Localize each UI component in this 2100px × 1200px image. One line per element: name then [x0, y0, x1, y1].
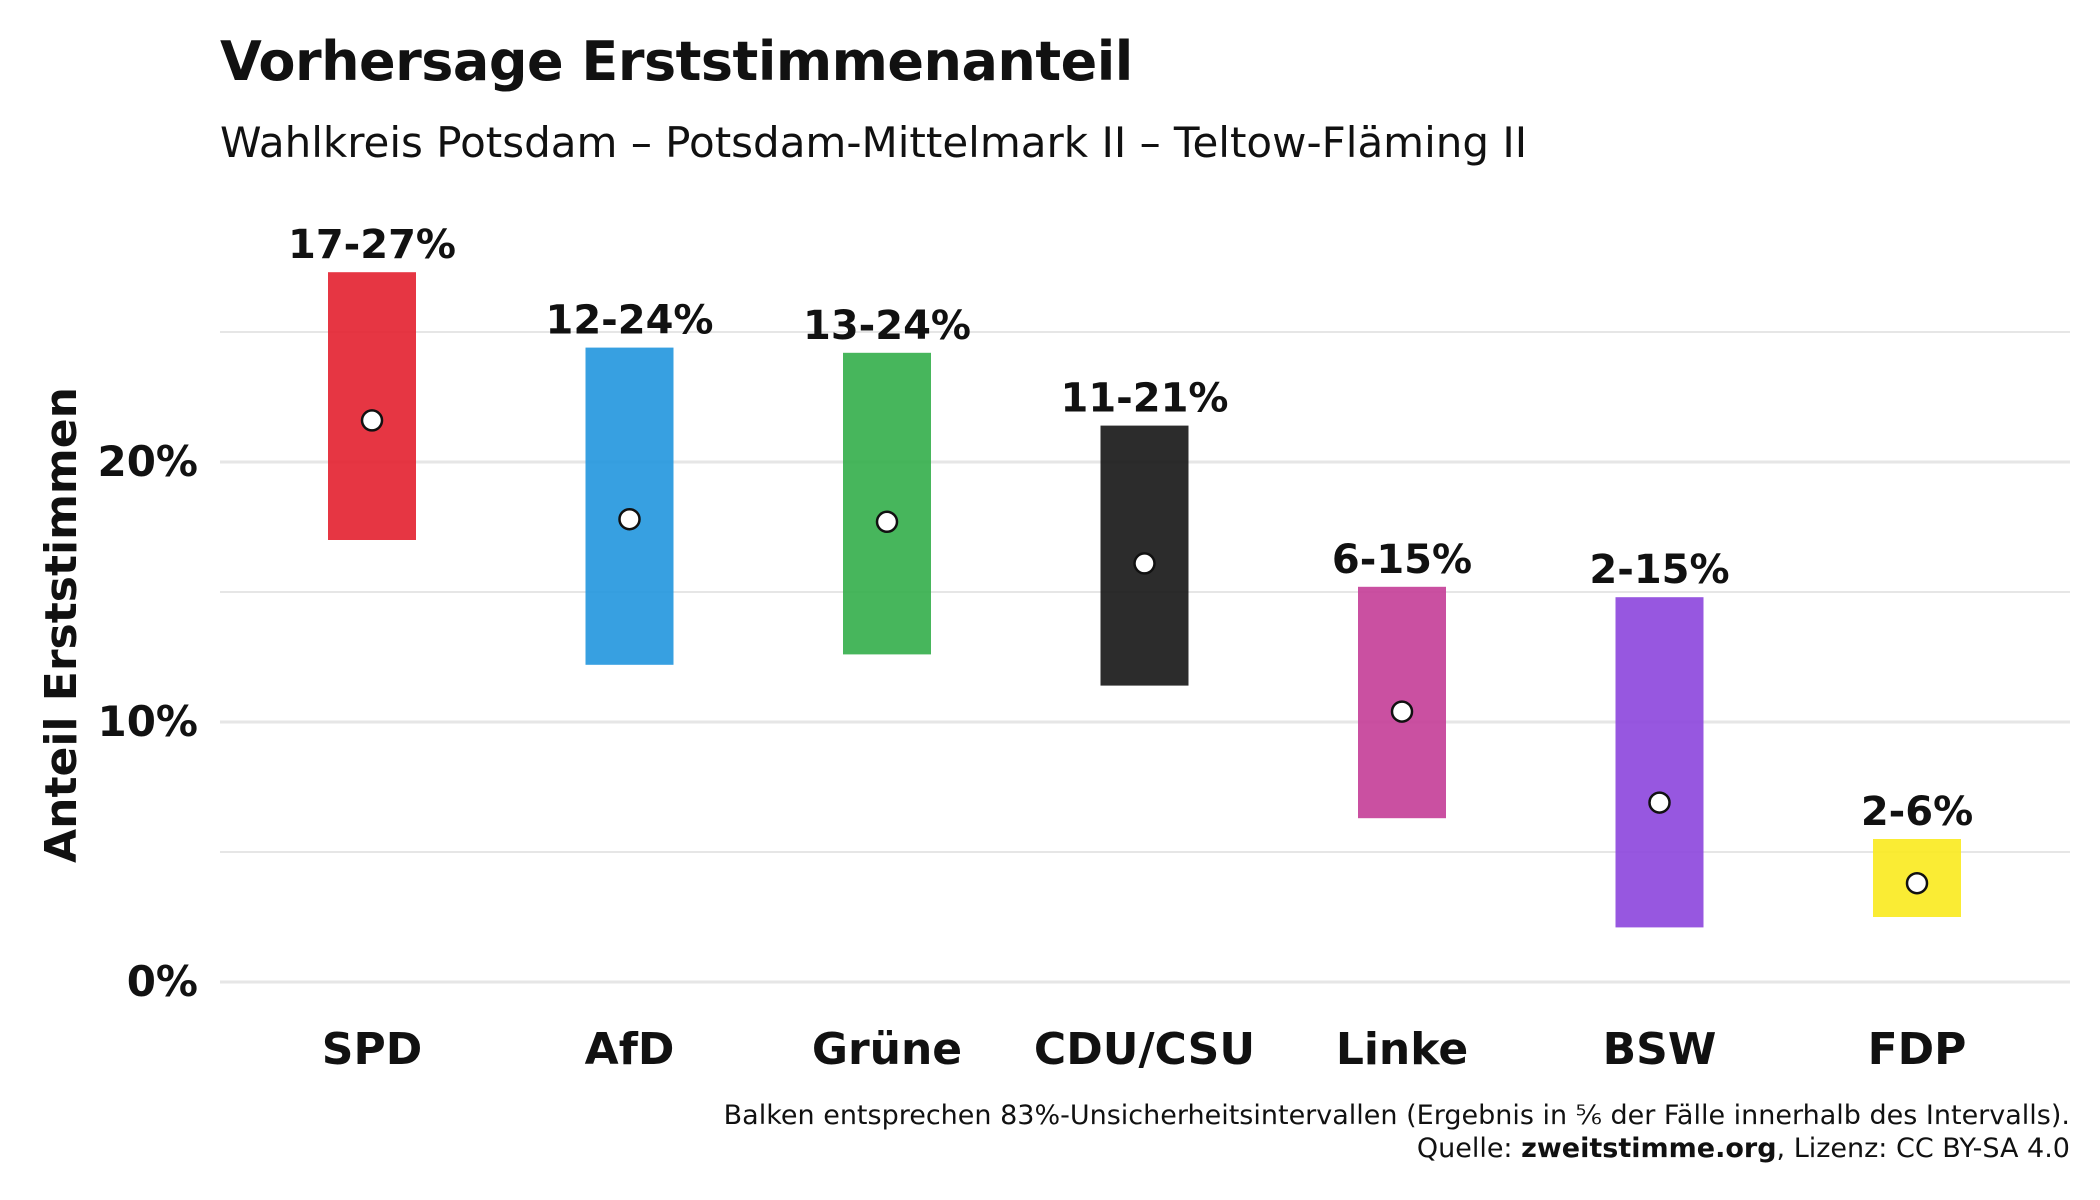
range-data-label: 2-15% — [1589, 547, 1729, 593]
range-bars: 17-27% 12-24% 13-24% 11-21% 6-15% 2-15% 2-6% — [288, 222, 1973, 928]
x-tick-label: BSW — [1603, 1024, 1717, 1075]
license-text: , Lizenz: CC BY-SA 4.0 — [1776, 1133, 2070, 1164]
range-data-label: 6-15% — [1332, 537, 1472, 583]
point-estimate-marker — [618, 507, 641, 531]
x-tick-label: FDP — [1868, 1024, 1967, 1075]
range-data-label: 17-27% — [288, 222, 456, 268]
chart-title: Vorhersage Erststimmenanteil — [220, 30, 1133, 93]
point-estimate-marker — [1905, 871, 1929, 895]
y-tick-label: 20% — [97, 437, 198, 486]
gridlines — [220, 331, 2070, 984]
y-axis-label: Anteil Erststimmen — [36, 387, 87, 863]
point-estimate-marker — [875, 510, 899, 534]
range-bar — [328, 272, 416, 540]
x-tick-label: AfD — [585, 1024, 675, 1075]
chart-caption-source: Quelle: zweitstimme.org, Lizenz: CC BY-S… — [1417, 1133, 2070, 1164]
point-estimate-marker — [1390, 700, 1414, 723]
x-tick-label: CDU/CSU — [1034, 1024, 1255, 1075]
x-tick-label: SPD — [322, 1024, 422, 1075]
range-data-label: 13-24% — [803, 303, 971, 349]
source-name: zweitstimme.org — [1521, 1133, 1777, 1164]
point-estimate-marker — [1133, 552, 1156, 575]
point-estimate-marker — [360, 409, 384, 432]
axes: 0% 10% 20%Anteil Erststimmen SPD AfD Grüne CDU… — [36, 387, 1966, 1075]
chart-subtitle: Wahlkreis Potsdam – Potsdam-Mittelmark I… — [220, 118, 1528, 167]
x-tick-label: Linke — [1336, 1024, 1468, 1075]
chart-caption-interval-note: Balken entsprechen 83%-Unsicherheitsinte… — [723, 1100, 2070, 1131]
range-bar — [1615, 597, 1704, 928]
range-bar — [843, 352, 931, 655]
y-tick-label: 10% — [97, 697, 198, 746]
range-data-label: 12-24% — [545, 298, 713, 344]
x-tick-label: Grüne — [812, 1024, 962, 1075]
range-data-label: 11-21% — [1060, 376, 1228, 422]
source-label: Quelle: — [1416, 1133, 1522, 1164]
range-data-label: 2-6% — [1861, 789, 1973, 835]
range-bar — [585, 347, 674, 665]
y-tick-label: 0% — [127, 957, 198, 1006]
point-estimate-marker — [1648, 791, 1671, 814]
